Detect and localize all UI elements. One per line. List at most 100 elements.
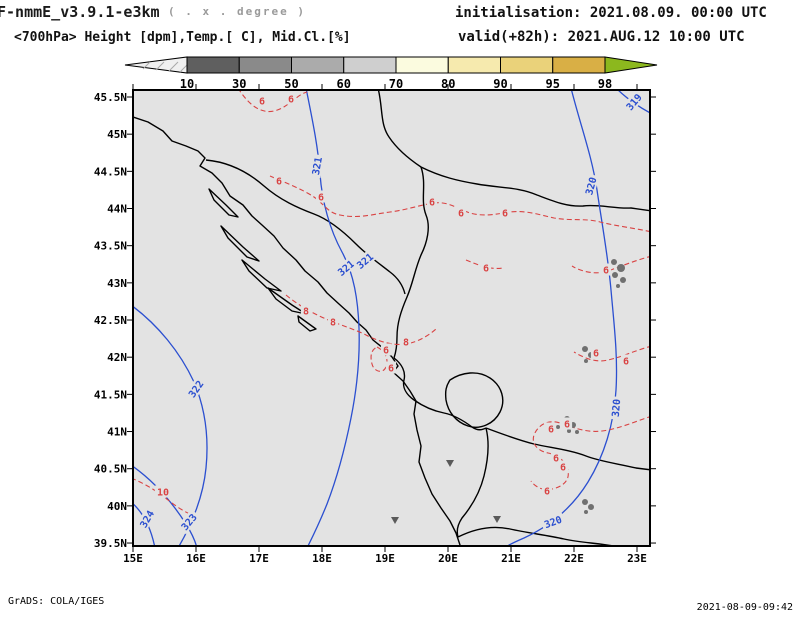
- cloud-cover-colorbar: 10 30 50 60 70 80 90 95 98: [124, 56, 658, 91]
- label-backing: [499, 206, 511, 219]
- label-text: 6: [593, 349, 599, 360]
- label-backing: [184, 376, 207, 402]
- border-north: [377, 90, 422, 168]
- colorbar-tick-10: 10: [180, 77, 194, 91]
- border-montenegro: [393, 357, 415, 401]
- colorbar-tick-95: 95: [546, 77, 560, 91]
- height-contour-label-320: 320: [608, 396, 623, 420]
- temp-contour-label-6: 6: [455, 206, 467, 220]
- label-text: 6: [276, 177, 282, 188]
- label-text: 6: [483, 264, 489, 275]
- cloud-patch: [582, 346, 588, 352]
- height-contour-322: [133, 305, 208, 546]
- label-text: 6: [458, 209, 464, 220]
- lon-label-23E: 23E: [627, 552, 647, 565]
- temp-contour-label-10: 10: [154, 485, 172, 499]
- label-backing: [400, 335, 412, 348]
- label-backing: [315, 190, 327, 203]
- cloud-patch: [584, 510, 588, 514]
- label-backing: [308, 153, 325, 179]
- colorbar-tick-90: 90: [493, 77, 507, 91]
- label-backing: [426, 195, 438, 208]
- colorbar-tick-50: 50: [284, 77, 298, 91]
- cloud-patch: [575, 430, 579, 434]
- colorbar-tick-60: 60: [337, 77, 351, 91]
- label-text: 8: [303, 307, 309, 318]
- model-title: F-nmmE_v3.9.1-e3km: [0, 3, 160, 21]
- label-backing: [557, 460, 569, 473]
- label-backing: [385, 361, 397, 374]
- temp-contour-6: [269, 175, 650, 233]
- colorbar-segment-4: [395, 56, 449, 74]
- cloud-patch: [556, 425, 560, 429]
- colorbar-segment-7: [552, 56, 606, 74]
- colorbar-segment-2: [291, 56, 345, 74]
- temp-contour-8: [285, 294, 437, 345]
- label-text: 6: [388, 364, 394, 375]
- lat-label-39.5N: 39.5N: [94, 537, 127, 550]
- axes: 45.5N 45N 44.5N 44N 43.5N 43N 42.5N 42N 41.5N 41N…: [94, 84, 656, 565]
- temp-contour-10: [133, 478, 196, 517]
- colorbar-left-arrow: [124, 56, 188, 74]
- border-greece-north: [457, 526, 617, 546]
- label-backing: [561, 417, 573, 430]
- lat-label-40N: 40N: [107, 500, 127, 513]
- label-backing: [273, 174, 285, 187]
- label-backing: [608, 396, 623, 420]
- label-backing: [380, 343, 392, 356]
- triangle-marker: [391, 517, 399, 524]
- label-backing: [545, 422, 557, 435]
- temp-contour-label-6: 6: [561, 417, 573, 431]
- temp-contour-label-6: 6: [426, 195, 438, 209]
- lat-label-45N: 45N: [107, 128, 127, 141]
- cloud-patch: [620, 277, 626, 283]
- colorbar-tick-30: 30: [232, 77, 246, 91]
- label-backing: [176, 509, 201, 535]
- temp-contour-label-6: 6: [545, 422, 557, 436]
- height-contour-label-320: 320: [581, 173, 600, 199]
- map-frame: [132, 89, 651, 547]
- lon-label-22E: 22E: [564, 552, 584, 565]
- label-backing: [600, 263, 612, 276]
- lon-label-16E: 16E: [186, 552, 206, 565]
- island-outline: [220, 225, 260, 262]
- island-outline: [208, 188, 239, 218]
- field-title: <700hPa> Height [dpm],Temp.[ C], Mid.Cl.…: [14, 30, 351, 45]
- label-backing: [590, 346, 602, 359]
- label-text: 321: [311, 156, 325, 176]
- model-grid-note: ( . x . degree ): [168, 5, 306, 18]
- lat-label-42N: 42N: [107, 351, 127, 364]
- cloud-patch: [616, 284, 620, 288]
- colorbar-segment-5: [447, 56, 501, 74]
- label-backing: [620, 354, 632, 367]
- border-drina: [393, 166, 429, 359]
- temp-contour-label-6: 6: [315, 190, 327, 204]
- country-borders: [133, 90, 650, 546]
- label-text: 10: [157, 488, 169, 499]
- grads-credit: GrADS: COLA/IGES: [8, 596, 104, 607]
- temp-contour-label-6: 6: [600, 263, 612, 277]
- border-kosovo: [444, 372, 504, 428]
- init-time-label: initialisation: 2021.08.09. 00:00 UTC: [455, 5, 767, 21]
- label-backing: [327, 315, 339, 328]
- temp-contour-label-6: 6: [620, 354, 632, 368]
- label-backing: [581, 173, 600, 199]
- adriatic-coastline: [133, 116, 462, 546]
- island-outline: [297, 315, 317, 332]
- colorbar-hatch-pattern: [142, 61, 191, 73]
- label-text: 6: [548, 425, 554, 436]
- temp-contour-label-8: 8: [400, 335, 412, 349]
- label-backing: [135, 505, 158, 532]
- temp-contour-label-6: 6: [285, 92, 297, 106]
- cloud-patch: [584, 359, 588, 363]
- border-northeast: [420, 166, 650, 212]
- colorbar-tick-70: 70: [389, 77, 403, 91]
- label-backing: [455, 206, 467, 219]
- lat-label-43.5N: 43.5N: [94, 240, 127, 253]
- lat-label-41N: 41N: [107, 426, 127, 439]
- label-text: 6: [544, 487, 550, 498]
- label-backing: [540, 512, 566, 532]
